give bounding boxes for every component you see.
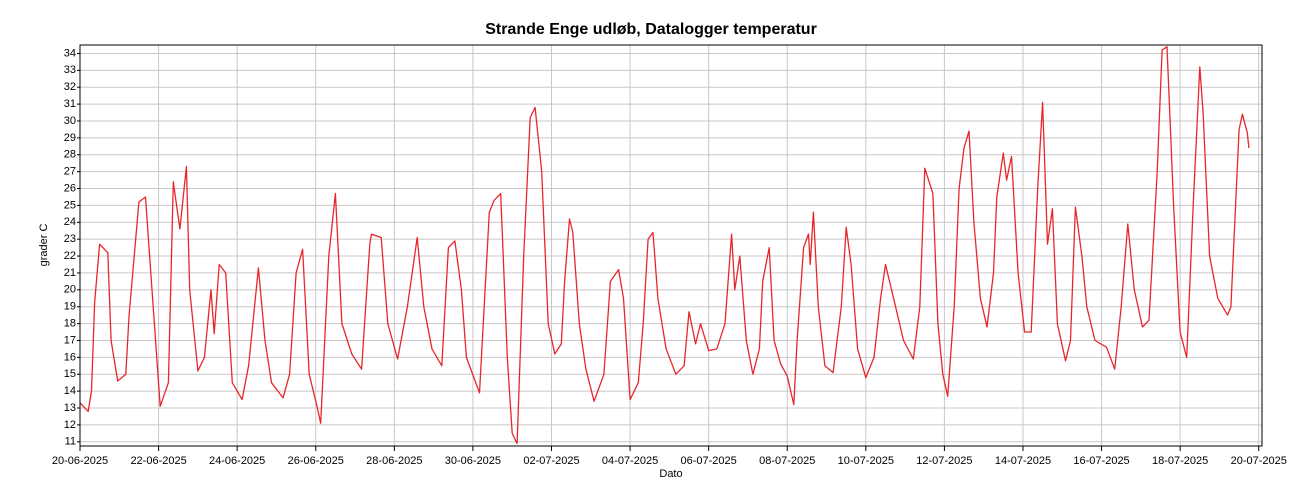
x-tick-label: 26-06-2025 — [288, 455, 344, 467]
x-tick-label: 08-07-2025 — [759, 455, 815, 467]
y-axis-label: grader C — [38, 224, 50, 267]
x-tick-label: 16-07-2025 — [1073, 455, 1129, 467]
y-tick-label: 15 — [64, 368, 76, 380]
x-tick-label: 24-06-2025 — [209, 455, 265, 467]
y-tick-label: 14 — [64, 385, 76, 397]
y-tick-label: 31 — [64, 98, 76, 110]
x-tick-label: 12-07-2025 — [916, 455, 972, 467]
y-tick-label: 17 — [64, 334, 76, 346]
y-tick-label: 32 — [64, 81, 76, 93]
x-tick-label: 10-07-2025 — [838, 455, 894, 467]
y-tick-label: 22 — [64, 250, 76, 262]
y-tick-label: 20 — [64, 284, 76, 296]
x-tick-label: 02-07-2025 — [523, 455, 579, 467]
y-tick-label: 13 — [64, 402, 76, 414]
x-tick-label: 04-07-2025 — [602, 455, 658, 467]
y-tick-label: 16 — [64, 351, 76, 363]
x-tick-label: 30-06-2025 — [445, 455, 501, 467]
y-tick-label: 34 — [64, 47, 76, 59]
x-tick-label: 20-07-2025 — [1231, 455, 1287, 467]
x-tick-label: 22-06-2025 — [130, 455, 186, 467]
y-tick-label: 18 — [64, 317, 76, 329]
y-tick-label: 25 — [64, 199, 76, 211]
grid — [77, 45, 1262, 451]
y-tick-label: 26 — [64, 182, 76, 194]
y-tick-label: 23 — [64, 233, 76, 245]
y-tick-label: 27 — [64, 166, 76, 178]
x-tick-label: 18-07-2025 — [1152, 455, 1208, 467]
y-tick-label: 12 — [64, 419, 76, 431]
x-tick-label: 28-06-2025 — [366, 455, 422, 467]
x-tick-label: 06-07-2025 — [681, 455, 737, 467]
plot-area — [79, 46, 1250, 445]
y-tick-label: 30 — [64, 115, 76, 127]
y-tick-label: 19 — [64, 301, 76, 313]
y-tick-label: 21 — [64, 267, 76, 279]
x-tick-label: 20-06-2025 — [52, 455, 108, 467]
y-tick-label: 11 — [65, 436, 76, 448]
y-tick-label: 24 — [64, 216, 76, 228]
y-tick-label: 29 — [64, 132, 76, 144]
y-tick-label: 28 — [64, 149, 76, 161]
plot-frame — [79, 44, 1263, 447]
x-axis-label: Dato — [659, 468, 682, 480]
y-tick-label: 33 — [64, 64, 76, 76]
data-line — [79, 46, 1250, 445]
x-tick-label: 14-07-2025 — [995, 455, 1051, 467]
chart-title: Strande Enge udløb, Datalogger temperatu… — [485, 21, 817, 38]
